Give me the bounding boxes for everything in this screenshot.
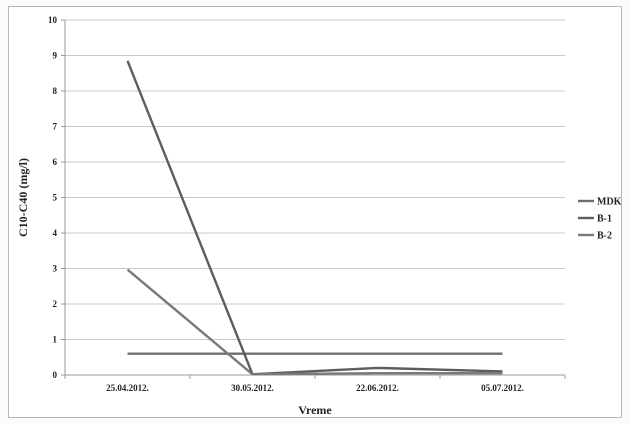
y-tick-labels: 0 1 2 3 4 5 6 7 8 9 10 xyxy=(48,15,65,380)
legend: MDK B-1 B-2 xyxy=(578,197,622,242)
series-line-b-1 xyxy=(126,60,503,376)
y-axis-title: C10-C40 (mg/l) xyxy=(16,158,30,237)
x-tick-label: 25.04.2012. xyxy=(106,383,149,393)
y-tick-label: 4 xyxy=(53,228,58,238)
y-tick-label: 3 xyxy=(53,264,58,274)
y-tick-label: 1 xyxy=(53,335,58,345)
y-tick-label: 9 xyxy=(53,51,58,61)
series-line-b-2 xyxy=(126,268,503,376)
chart-frame xyxy=(8,6,622,418)
y-tick-label: 10 xyxy=(48,15,58,25)
legend-label: MDK xyxy=(597,197,622,208)
y-tick-label: 8 xyxy=(53,86,58,96)
y-tick-label: 0 xyxy=(53,370,58,380)
legend-label: B-2 xyxy=(597,231,612,242)
x-tick-label: 30.05.2012. xyxy=(231,383,274,393)
legend-label: B-1 xyxy=(597,214,612,225)
x-tick-label: 05.07.2012. xyxy=(481,383,524,393)
y-tick-label: 7 xyxy=(53,122,58,132)
y-tick-label: 6 xyxy=(53,157,58,167)
x-axis-title: Vreme xyxy=(298,403,332,417)
y-tick-label: 5 xyxy=(53,193,58,203)
gridlines xyxy=(65,19,565,340)
y-tick-label: 2 xyxy=(53,299,58,309)
x-tick-labels: 25.04.2012. 30.05.2012. 22.06.2012. 05.07.2… xyxy=(64,375,566,393)
series-lines xyxy=(126,60,503,376)
x-tick-label: 22.06.2012. xyxy=(356,383,399,393)
